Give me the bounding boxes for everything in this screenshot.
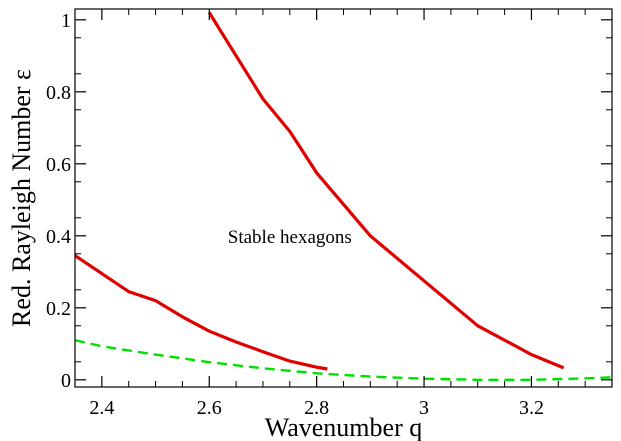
annotations: Stable hexagons (228, 227, 352, 248)
y-tick-label: 0.8 (46, 82, 71, 104)
plot-area (75, 11, 612, 381)
x-axis-label: Wavenumber q (265, 413, 422, 441)
x-tick-label: 3.2 (519, 397, 544, 419)
axis-ticks (74, 9, 613, 387)
annotation-label: Stable hexagons (228, 227, 352, 248)
series-line-2 (75, 254, 328, 371)
y-tick-label: 0.4 (46, 226, 71, 248)
y-tick-label: 0.6 (46, 154, 71, 176)
x-tick-label: 2.6 (197, 397, 222, 419)
y-tick-label: 0.2 (46, 298, 71, 320)
x-tick-label: 2.4 (89, 397, 114, 419)
series-line-1 (207, 11, 565, 370)
plot-frame (74, 8, 613, 388)
y-tick-label: 0 (61, 370, 71, 392)
y-axis-label: Red. Rayleigh Number ε (7, 69, 36, 327)
series-line-3 (75, 339, 612, 381)
x-tick-label: 2.8 (304, 397, 329, 419)
x-tick-label: 3 (419, 397, 429, 419)
axis-tick-labels: 2.4 2.6 2.8 3 3.2 0 0.2 0.4 0.6 0.8 1 (46, 10, 544, 419)
y-tick-label: 1 (61, 10, 71, 32)
